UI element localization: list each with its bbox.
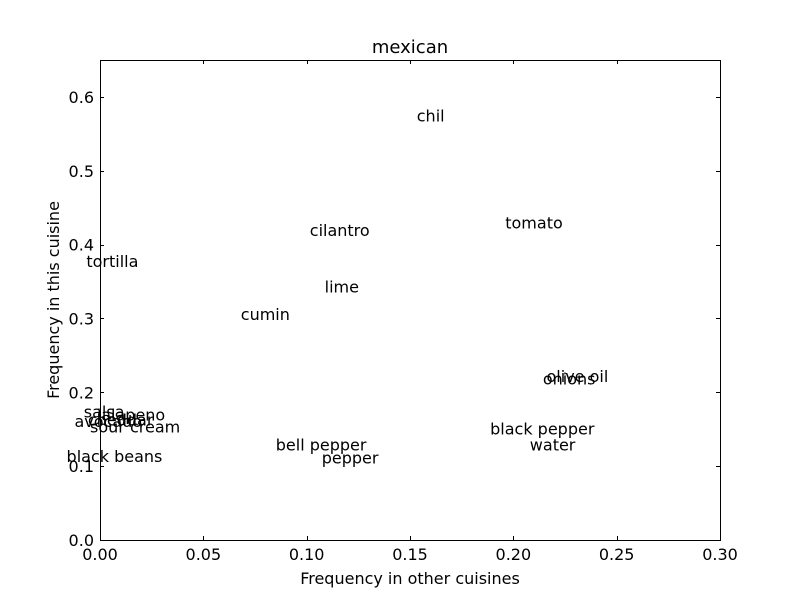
point-label: bell pepper	[276, 436, 367, 455]
x-axis-ticks: 0.00 0.05 0.10 0.15 0.20 0.25 0.30	[82, 60, 738, 564]
point-label: black beans	[67, 447, 163, 466]
y-tick-label: 0.1	[69, 457, 94, 476]
x-tick-label: 0.20	[496, 545, 532, 564]
x-tick-label: 0.15	[392, 545, 428, 564]
y-tick-label: 0.0	[69, 531, 94, 550]
chart-title: mexican	[372, 37, 448, 58]
y-axis-ticks: 0.0 0.1 0.2 0.3 0.4 0.5 0.6	[69, 88, 720, 550]
point-label: onions	[543, 369, 596, 388]
point-label: chil	[417, 106, 445, 125]
point-label: salsa	[84, 403, 125, 422]
x-tick-label: 0.00	[82, 545, 118, 564]
y-tick-label: 0.2	[69, 383, 94, 402]
point-label: water	[530, 436, 576, 455]
y-tick-label: 0.6	[69, 88, 94, 107]
point-label: lime	[325, 278, 359, 297]
point-label: jalapeno	[96, 405, 165, 424]
point-labels: chil tomato cilantro tortilla lime cumin olive…	[67, 106, 609, 467]
y-tick-label: 0.5	[69, 162, 94, 181]
point-label: cheddar	[88, 411, 154, 430]
point-label: cumin	[241, 305, 290, 324]
y-tick-label: 0.3	[69, 309, 94, 328]
plot-frame	[100, 60, 721, 541]
y-tick-label: 0.4	[69, 236, 94, 255]
x-tick-label: 0.10	[289, 545, 325, 564]
x-axis-label: Frequency in other cuisines	[300, 569, 520, 588]
x-tick-label: 0.05	[186, 545, 222, 564]
x-tick-label: 0.30	[702, 545, 738, 564]
point-label: avocado	[74, 412, 142, 431]
point-label: tortilla	[86, 252, 138, 271]
point-label: cilantro	[310, 221, 370, 240]
x-tick-label: 0.25	[599, 545, 635, 564]
point-label: sour cream	[90, 417, 180, 436]
point-label: olive oil	[547, 367, 609, 386]
point-label: tomato	[505, 213, 563, 232]
y-axis-label: Frequency in this cuisine	[44, 201, 63, 399]
point-label: pepper	[322, 448, 379, 467]
point-label: black pepper	[490, 419, 595, 438]
